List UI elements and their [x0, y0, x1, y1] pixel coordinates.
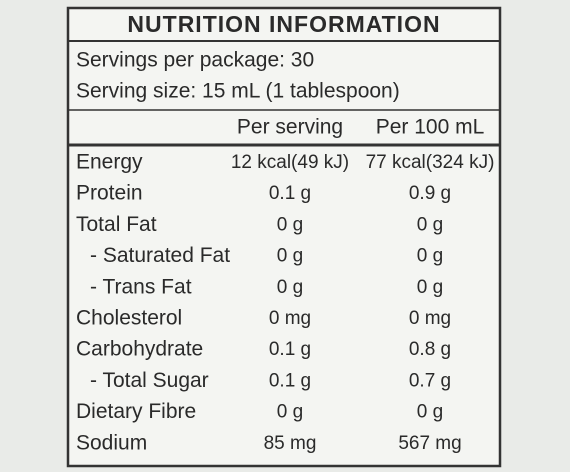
nutrient-value: 0.7 g: [409, 370, 451, 391]
nutrient-name: - Saturated Fat: [90, 244, 230, 267]
nutrient-value: 0 g: [277, 402, 303, 423]
nutrient-value: 0 mg: [409, 308, 451, 329]
serving-info: Servings per package: 30: [76, 49, 314, 72]
label-border: [66, 6, 502, 468]
nutrient-name: Cholesterol: [76, 307, 182, 330]
nutrient-name: Dietary Fibre: [76, 400, 196, 423]
nutrient-name: Sodium: [76, 431, 147, 454]
nutrient-value: 567 mg: [398, 433, 461, 454]
nutrient-name: - Trans Fat: [90, 275, 192, 298]
nutrient-name: Carbohydrate: [76, 338, 203, 361]
nutrient-name: Protein: [76, 182, 143, 205]
nutrient-value: 0.1 g: [269, 339, 311, 360]
serving-info: Serving size: 15 mL (1 tablespoon): [76, 80, 400, 103]
nutrient-value: 0.1 g: [269, 183, 311, 204]
nutrient-value: 0 g: [417, 214, 443, 235]
nutrient-value: 0 g: [417, 277, 443, 298]
nutrient-value: 0 g: [277, 246, 303, 267]
nutrient-value: 0.8 g: [409, 339, 451, 360]
column-header: Per 100 mL: [376, 116, 485, 139]
nutrient-value: 0 g: [277, 277, 303, 298]
nutrient-name: Total Fat: [76, 213, 157, 236]
nutrient-value: 0.9 g: [409, 183, 451, 204]
nutrient-value: 0 g: [417, 246, 443, 267]
nutrient-value: 0 g: [417, 402, 443, 423]
column-header: Per serving: [237, 116, 343, 139]
nutrient-value: 0 mg: [269, 308, 311, 329]
nutrient-value: 0.1 g: [269, 370, 311, 391]
nutrient-name: - Total Sugar: [90, 369, 209, 392]
nutrient-value: 0 g: [277, 214, 303, 235]
nutrient-value: 12 kcal(49 kJ): [231, 152, 349, 173]
nutrient-value: 85 mg: [264, 433, 317, 454]
title: NUTRITION INFORMATION: [127, 11, 440, 37]
nutrient-value: 77 kcal(324 kJ): [366, 152, 495, 173]
nutrient-name: Energy: [76, 151, 143, 174]
content: Servings per package: 30 Serving size: 15…: [76, 49, 494, 455]
